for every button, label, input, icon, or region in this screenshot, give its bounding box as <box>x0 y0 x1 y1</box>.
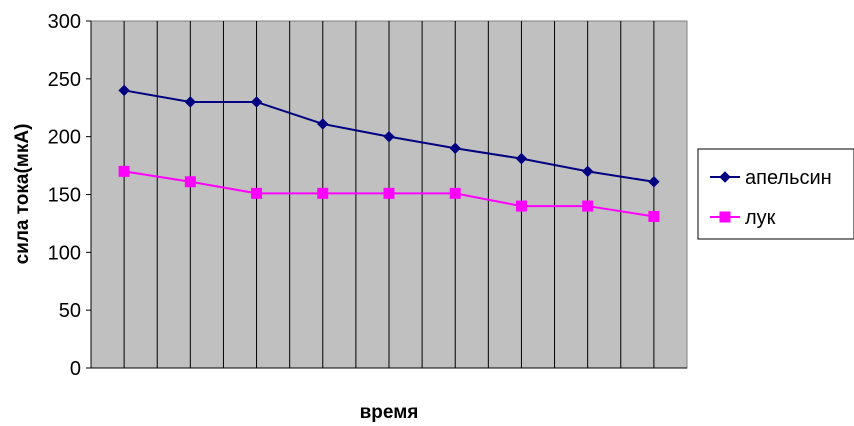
series-2 <box>118 165 660 222</box>
y-axis-ticks: 0 50 100 150 200 250 300 <box>48 11 91 380</box>
data-point <box>582 200 594 212</box>
legend-item: апельсин <box>710 167 832 189</box>
data-point <box>118 165 130 177</box>
data-point <box>317 118 329 130</box>
data-point <box>383 187 395 199</box>
data-point <box>383 130 395 143</box>
data-point <box>118 84 130 97</box>
y-axis-title: сила тока(мкА) <box>12 124 33 265</box>
data-point <box>251 187 263 199</box>
data-point <box>581 165 594 178</box>
y-tick-label: 150 <box>48 185 81 207</box>
x-axis-title: время <box>360 402 419 423</box>
data-point <box>515 200 527 212</box>
y-tick-label: 200 <box>48 127 81 149</box>
legend-item: лук <box>710 207 776 229</box>
data-point <box>449 142 461 154</box>
legend-box <box>697 148 854 240</box>
y-tick-label: 50 <box>59 300 81 322</box>
legend-label: лук <box>745 207 776 229</box>
y-tick-label: 250 <box>48 69 81 91</box>
y-tick-label: 0 <box>70 358 81 380</box>
data-point <box>317 187 329 199</box>
y-tick-label: 300 <box>48 11 81 33</box>
data-point <box>184 96 197 108</box>
series-layer <box>118 84 660 222</box>
data-point <box>648 210 660 222</box>
data-point <box>648 176 660 188</box>
legend-marker <box>719 171 731 183</box>
legend-label: апельсин <box>745 167 832 189</box>
data-point <box>250 96 263 108</box>
y-tick-label: 100 <box>48 242 81 264</box>
data-point <box>184 176 196 188</box>
data-point <box>515 152 528 165</box>
legend-marker <box>719 211 731 223</box>
legend: апельсин лук <box>697 148 854 240</box>
data-point <box>449 187 461 199</box>
series-1 <box>118 84 660 188</box>
